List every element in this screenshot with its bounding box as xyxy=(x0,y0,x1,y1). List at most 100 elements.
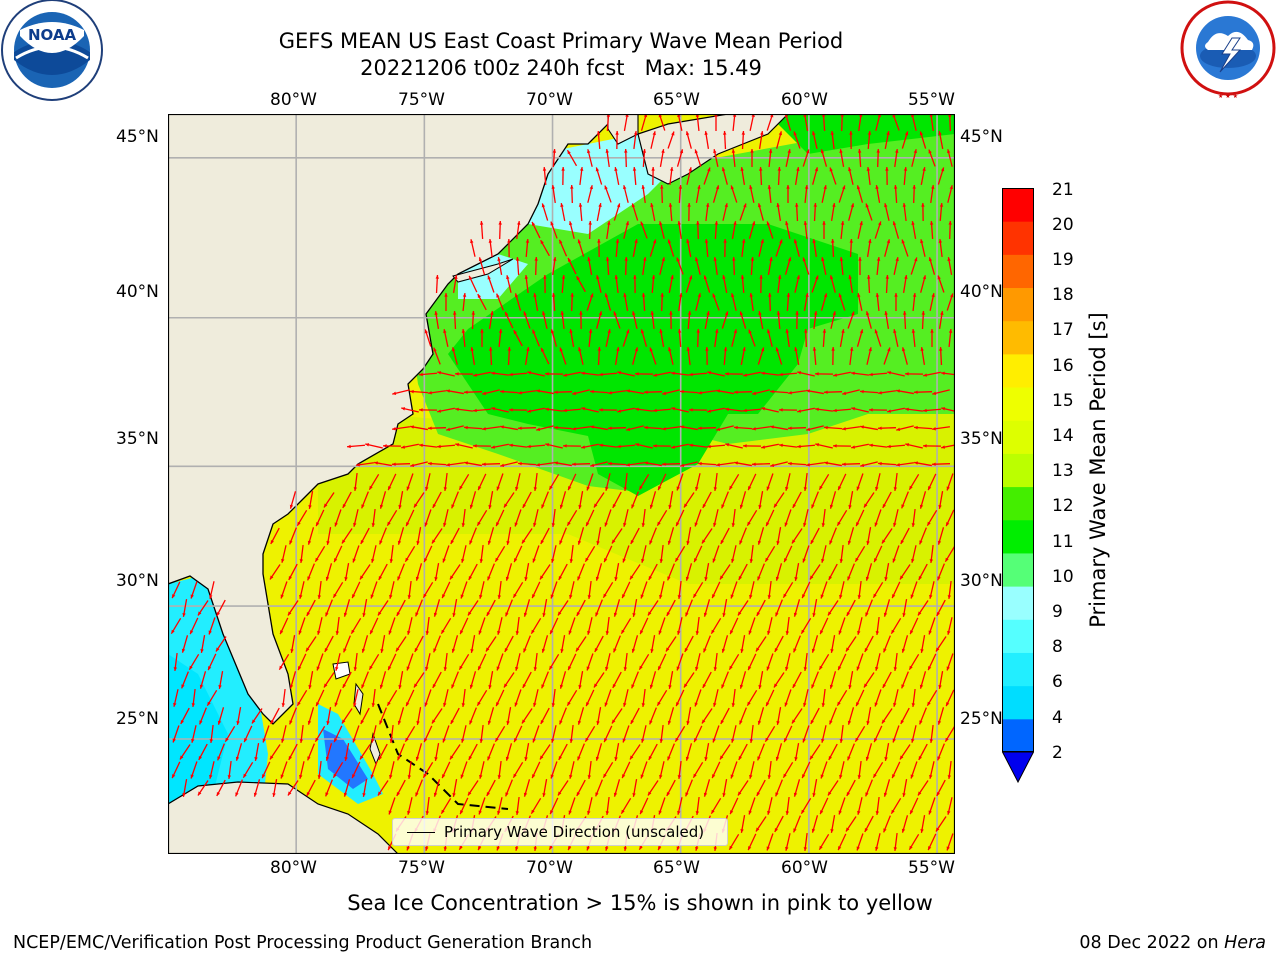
wave-direction-arrow xyxy=(935,636,947,652)
wave-direction-arrow xyxy=(560,310,565,330)
wave-direction-arrow xyxy=(937,743,945,761)
wave-direction-arrow xyxy=(920,167,926,185)
wave-direction-arrow xyxy=(865,203,873,221)
wave-direction-arrow xyxy=(533,293,539,311)
wave-direction-arrow xyxy=(785,328,790,348)
wave-direction-arrow xyxy=(883,779,891,797)
wave-direction-arrow xyxy=(665,636,677,652)
wave-direction-arrow xyxy=(281,688,286,708)
wave-direction-arrow xyxy=(743,371,761,377)
wave-direction-arrow xyxy=(873,725,883,743)
wave-direction-arrow xyxy=(467,780,479,796)
wave-direction-arrow xyxy=(315,509,325,527)
wave-direction-arrow xyxy=(477,473,487,491)
wave-direction-arrow xyxy=(498,328,503,348)
wave-direction-arrow xyxy=(632,779,638,797)
wave-direction-arrow xyxy=(639,617,649,635)
colorbar-segment xyxy=(1002,718,1034,753)
wave-direction-arrow xyxy=(611,708,623,724)
wave-direction-arrow xyxy=(668,347,674,365)
wave-direction-arrow xyxy=(857,797,863,815)
wave-direction-arrow xyxy=(662,389,680,395)
wave-direction-arrow xyxy=(947,149,953,167)
wave-direction-arrow xyxy=(578,347,584,365)
wave-direction-arrow xyxy=(209,761,215,779)
wave-direction-arrow xyxy=(832,408,852,413)
wave-direction-arrow xyxy=(418,443,438,448)
lat-label-right-30n: 30°N xyxy=(960,571,1003,591)
wave-direction-arrow xyxy=(806,389,824,395)
wave-direction-arrow xyxy=(929,293,935,311)
wave-direction-arrow xyxy=(418,408,438,412)
wave-direction-arrow xyxy=(405,689,415,707)
wave-direction-arrow xyxy=(676,653,684,671)
wave-direction-arrow xyxy=(641,292,646,312)
wave-direction-arrow xyxy=(631,491,639,509)
cb-tick-15: 15 xyxy=(1052,391,1074,411)
wave-direction-arrow xyxy=(819,617,829,635)
wave-direction-arrow xyxy=(793,635,801,653)
wave-direction-arrow xyxy=(755,636,767,652)
wave-direction-arrow xyxy=(370,761,378,779)
cb-tick-17: 17 xyxy=(1052,320,1074,340)
wave-direction-arrow xyxy=(602,581,614,599)
wave-direction-arrow xyxy=(804,328,808,348)
wave-direction-arrow xyxy=(838,797,846,815)
lon-label-bottom-55w: 55°W xyxy=(908,858,955,878)
wave-direction-arrow xyxy=(893,509,899,527)
wave-direction-arrow xyxy=(701,708,713,724)
wave-direction-arrow xyxy=(512,581,524,599)
colorbar-extend-low xyxy=(1002,751,1034,784)
wave-direction-arrow xyxy=(733,425,753,430)
colorbar-segment xyxy=(1002,353,1034,388)
wave-direction-arrow xyxy=(810,707,820,725)
wave-direction-arrow xyxy=(704,238,709,258)
wave-direction-arrow xyxy=(359,564,371,580)
wave-direction-arrow xyxy=(749,185,755,203)
wave-direction-arrow xyxy=(445,462,465,467)
wave-direction-arrow xyxy=(901,131,909,149)
wave-direction-arrow xyxy=(512,761,524,779)
wave-direction-arrow xyxy=(713,256,718,276)
wave-direction-arrow xyxy=(657,473,667,491)
wave-direction-arrow xyxy=(251,708,263,724)
wave-direction-arrow xyxy=(491,443,509,449)
wave-direction-arrow xyxy=(712,293,720,311)
wave-direction-arrow xyxy=(452,599,458,617)
wave-direction-arrow xyxy=(541,671,549,689)
wave-direction-arrow xyxy=(716,425,734,431)
wave-direction-arrow xyxy=(449,564,461,580)
wave-direction-arrow xyxy=(171,761,181,779)
wave-direction-arrow xyxy=(560,203,566,221)
wave-direction-arrow xyxy=(594,635,604,653)
wave-direction-arrow xyxy=(361,635,369,653)
wave-direction-arrow xyxy=(335,653,341,671)
wave-direction-arrow xyxy=(432,671,442,689)
wave-direction-arrow xyxy=(947,580,952,600)
wave-direction-arrow xyxy=(821,185,827,203)
wave-direction-arrow xyxy=(920,815,926,833)
wave-direction-arrow xyxy=(190,761,198,779)
wave-direction-arrow xyxy=(437,407,455,413)
wave-direction-arrow xyxy=(612,491,622,509)
wave-direction-arrow xyxy=(362,599,368,617)
wave-direction-arrow xyxy=(860,461,878,467)
wave-direction-arrow xyxy=(739,203,747,221)
wave-direction-arrow xyxy=(758,166,763,186)
wave-direction-arrow xyxy=(640,329,648,347)
wave-direction-arrow xyxy=(461,545,467,563)
wave-direction-arrow xyxy=(497,617,503,635)
wave-direction-arrow xyxy=(633,274,637,294)
wave-direction-arrow xyxy=(386,509,398,527)
wave-direction-arrow xyxy=(832,444,852,448)
cb-tick-13: 13 xyxy=(1052,461,1074,481)
wave-direction-arrow xyxy=(812,239,818,257)
wave-direction-arrow xyxy=(659,724,664,744)
wave-direction-arrow xyxy=(920,347,926,365)
wave-direction-arrow xyxy=(712,185,720,203)
wave-direction-arrow xyxy=(859,389,879,394)
wave-direction-arrow xyxy=(830,203,836,221)
wave-direction-arrow xyxy=(378,563,388,581)
wave-direction-arrow xyxy=(461,725,467,743)
wave-direction-arrow xyxy=(469,671,477,689)
